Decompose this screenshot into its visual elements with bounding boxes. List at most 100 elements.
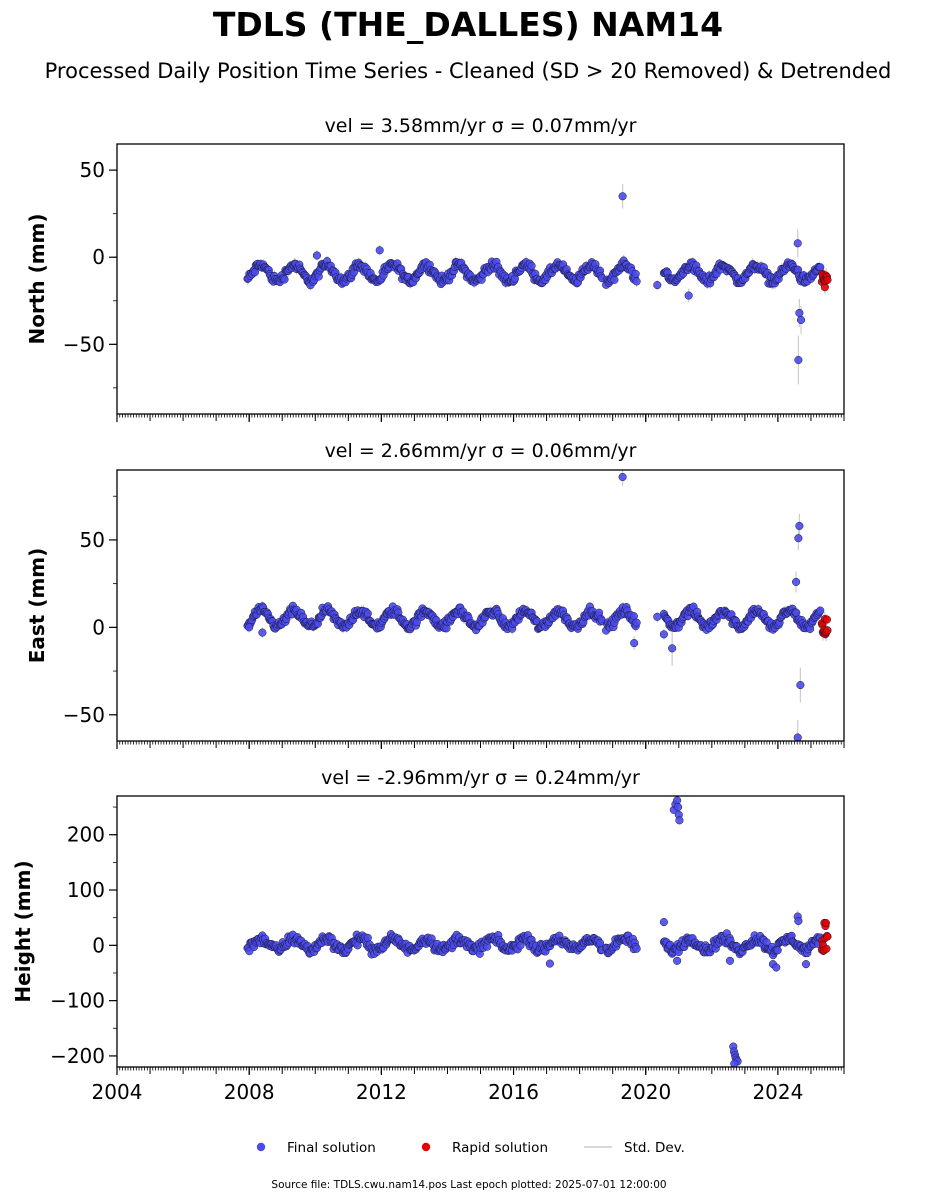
final-point	[794, 916, 803, 926]
final-point	[772, 963, 781, 972]
rapid-point	[823, 275, 832, 285]
final-point	[363, 933, 372, 942]
source-file-note: Source file: TDLS.cwu.nam14.pos Last epo…	[271, 1179, 666, 1191]
final-point	[632, 618, 641, 627]
legend-stddev-label: Std. Dev.	[624, 1140, 685, 1156]
final-point	[631, 269, 640, 278]
final-point	[653, 281, 662, 290]
plot-area	[243, 184, 832, 385]
final-point	[280, 275, 289, 284]
final-points	[243, 796, 825, 1067]
y-axis: −50 0 50	[63, 158, 117, 389]
final-point	[796, 315, 806, 324]
final-point	[312, 251, 321, 260]
figure-title: TDLS (THE_DALLES) NAM14	[213, 5, 723, 44]
legend-rapid-label: Rapid solution	[452, 1140, 548, 1156]
y-axis-label: Height (mm)	[11, 860, 35, 1002]
rapid-point	[823, 932, 832, 941]
final-point	[795, 521, 804, 530]
final-point	[610, 275, 619, 284]
final-point	[674, 803, 683, 812]
rapid-points	[817, 614, 832, 639]
final-point	[245, 623, 254, 632]
y-tick-label: −200	[50, 1044, 105, 1068]
rapid-point	[823, 626, 832, 635]
final-point	[363, 609, 372, 618]
final-point	[258, 628, 267, 637]
final-point	[725, 956, 735, 965]
final-point	[794, 355, 803, 365]
final-point	[773, 946, 782, 955]
x-axis: 2004 2008 2012 2016 2020 2024	[92, 1067, 845, 1104]
x-tick-label: 2016	[488, 1080, 539, 1104]
x-axis	[116, 741, 845, 749]
final-point	[794, 534, 803, 543]
legend-final-marker	[256, 1142, 266, 1152]
final-point	[730, 1059, 739, 1067]
final-point	[801, 960, 811, 969]
y-axis: −50 0 50	[63, 495, 117, 727]
final-point	[793, 733, 802, 741]
y-tick-label: 0	[92, 615, 105, 639]
figure-subtitle: Processed Daily Position Time Series - C…	[45, 59, 892, 83]
panel-north: −50 0 50 vel = 3.58mm/yr σ = 0.07mm/yr North…	[25, 115, 845, 422]
plot-frame	[116, 469, 845, 742]
plot-area	[243, 796, 832, 1067]
final-point	[545, 959, 554, 968]
final-point	[659, 630, 668, 639]
final-point	[375, 246, 384, 255]
final-point	[630, 639, 639, 648]
x-tick-label: 2008	[224, 1080, 275, 1104]
final-point	[796, 681, 805, 690]
y-tick-label: −50	[63, 703, 105, 727]
y-tick-label: 100	[67, 878, 105, 902]
final-point	[527, 261, 536, 270]
plot-area	[243, 470, 832, 741]
rapid-point	[821, 918, 830, 928]
final-point	[684, 291, 693, 300]
x-tick-label: 2004	[92, 1080, 143, 1104]
y-tick-label: 50	[80, 528, 105, 552]
y-tick-label: 0	[92, 245, 105, 269]
final-point	[659, 918, 668, 927]
y-axis: −200 −100 0 100 200	[50, 806, 117, 1068]
final-point	[673, 956, 682, 965]
y-tick-label: −100	[50, 989, 105, 1013]
y-axis-label: East (mm)	[25, 548, 49, 664]
panel-height: 2004 2008 2012 2016 2020 2024 −200 −100 0 100 200 v…	[11, 767, 845, 1104]
rapid-point	[822, 944, 831, 953]
final-point	[668, 644, 677, 653]
y-tick-label: −50	[63, 332, 105, 356]
rapid-points	[817, 269, 832, 292]
final-point	[795, 308, 804, 318]
final-point	[632, 277, 641, 286]
legend: Final solution Rapid solution Std. Dev.	[256, 1140, 685, 1156]
legend-rapid-marker	[421, 1142, 431, 1152]
rapid-point	[822, 615, 832, 624]
y-tick-label: 50	[80, 158, 105, 182]
final-point	[653, 612, 662, 621]
x-tick-label: 2020	[620, 1080, 671, 1104]
legend-item-rapid: Rapid solution	[421, 1140, 548, 1156]
final-points	[243, 472, 825, 741]
final-points	[243, 192, 825, 365]
y-tick-label: 200	[67, 823, 105, 847]
final-point	[792, 577, 801, 586]
legend-item-stddev: Std. Dev.	[584, 1140, 685, 1156]
panel-title: vel = 2.66mm/yr σ = 0.06mm/yr	[325, 440, 637, 462]
final-point	[618, 192, 627, 201]
y-tick-label: 0	[92, 933, 105, 957]
final-point	[618, 472, 627, 482]
panel-east: −50 0 50 vel = 2.66mm/yr σ = 0.06mm/yr East …	[25, 440, 845, 749]
final-point	[673, 796, 682, 805]
panel-title: vel = 3.58mm/yr σ = 0.07mm/yr	[325, 115, 637, 137]
final-point	[675, 816, 684, 825]
rapid-points	[817, 918, 832, 955]
y-axis-label: North (mm)	[25, 213, 49, 344]
legend-item-final: Final solution	[256, 1140, 376, 1156]
final-point	[793, 239, 802, 248]
x-tick-label: 2024	[752, 1080, 803, 1104]
x-tick-label: 2012	[356, 1080, 407, 1104]
panels: −50 0 50 vel = 3.58mm/yr σ = 0.07mm/yr North…	[11, 115, 845, 1104]
